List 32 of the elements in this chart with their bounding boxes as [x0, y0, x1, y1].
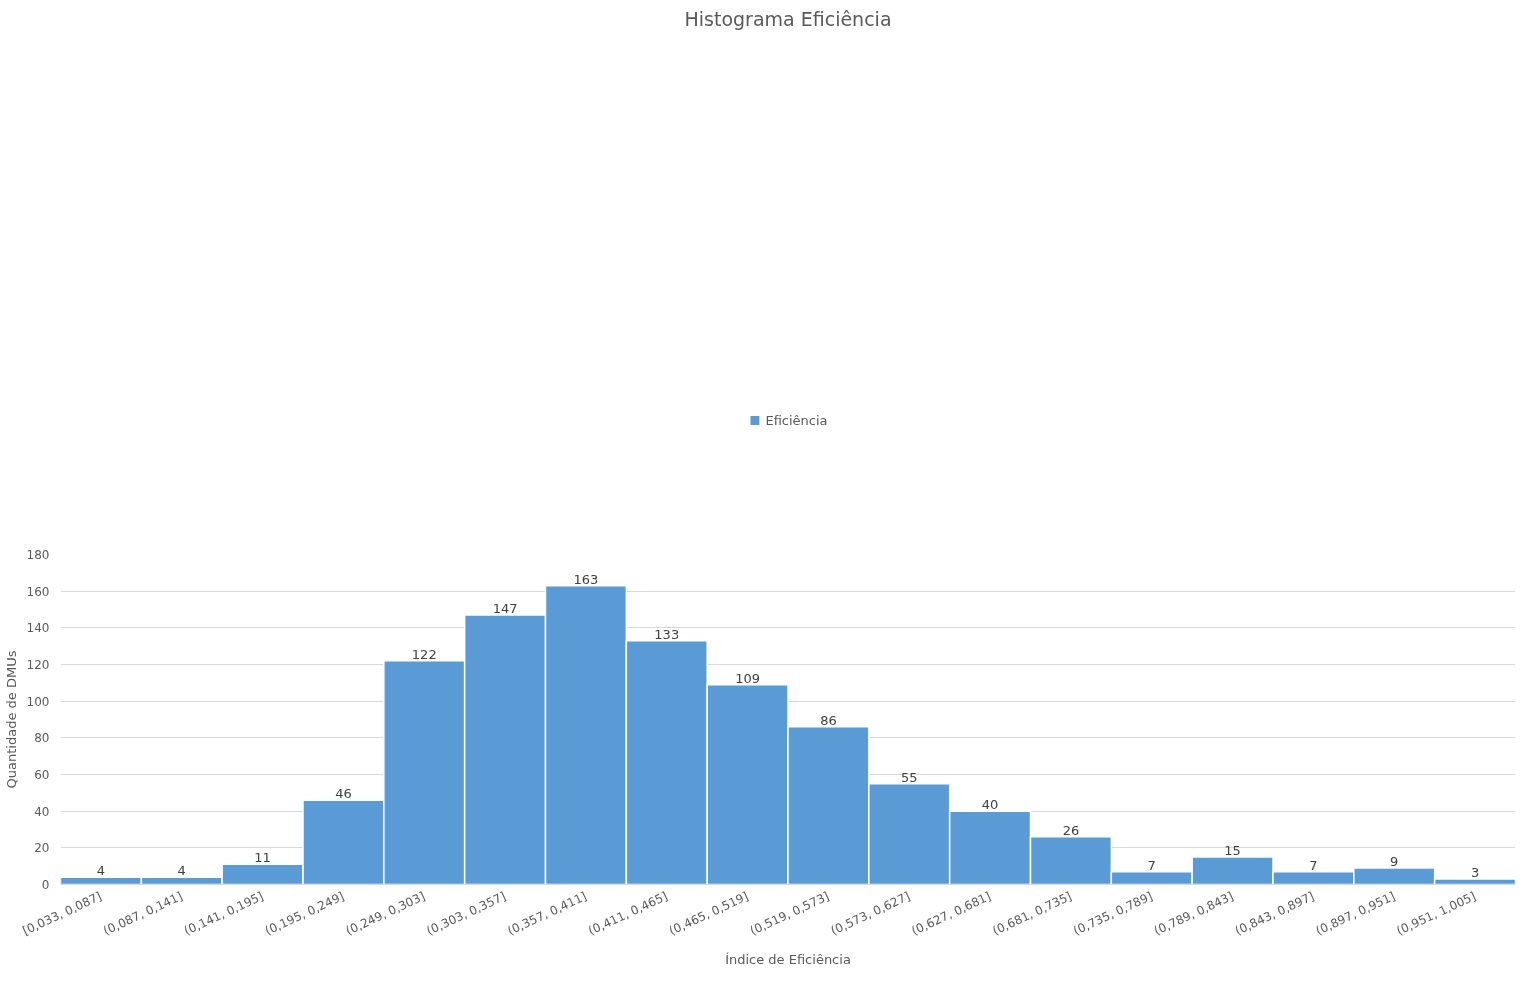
data-label: 7 [1147, 857, 1156, 873]
legend-label: Eficiência [765, 412, 828, 428]
data-label: 7 [1309, 857, 1318, 873]
data-label: 3 [1470, 865, 1480, 880]
y-axis-title: Quantidade de DMUs [3, 650, 19, 789]
data-label: 4 [177, 863, 186, 879]
chart-title: Histograma Eficiência [684, 7, 892, 30]
y-tick-label: 160 [26, 584, 50, 599]
data-label: 122 [411, 646, 437, 662]
y-tick-label: 80 [34, 731, 50, 746]
y-tick-label: 140 [26, 621, 50, 636]
data-label: 86 [820, 712, 837, 728]
data-label: 147 [492, 601, 518, 616]
y-tick-label: 60 [34, 768, 50, 782]
y-tick-label: 180 [26, 548, 50, 562]
data-label: 109 [735, 670, 760, 686]
data-label: 9 [1390, 854, 1399, 869]
data-label: 15 [1224, 843, 1241, 858]
data-label: 163 [573, 571, 599, 587]
x-axis-title: Índice de Eficiência [725, 952, 851, 968]
data-label: 55 [900, 769, 918, 785]
y-tick-label: 40 [34, 804, 50, 819]
data-label: 46 [335, 786, 352, 802]
data-label: 11 [254, 850, 271, 866]
data-label: 4 [96, 863, 106, 879]
y-tick-label: 20 [34, 841, 50, 856]
y-tick-label: 0 [41, 878, 50, 892]
data-label: 40 [981, 797, 999, 813]
data-label: 133 [654, 626, 680, 642]
data-label: 26 [1062, 822, 1080, 838]
y-tick-label: 100 [26, 694, 50, 709]
y-tick-label: 120 [26, 658, 50, 672]
